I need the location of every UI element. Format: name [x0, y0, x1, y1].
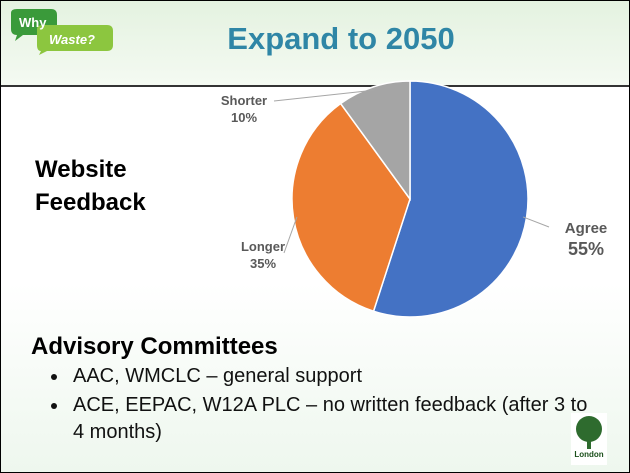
leader-line	[522, 216, 550, 228]
footer-logo-text: London	[574, 450, 603, 459]
bullet-list: AAC, WMCLC – general supportACE, EEPAC, …	[31, 363, 589, 448]
logo: Why Waste?	[11, 9, 113, 55]
tree-trunk	[587, 437, 591, 449]
slide-title: Expand to 2050	[227, 21, 455, 56]
data-label-name: Shorter	[221, 93, 267, 108]
footer-logo: London	[571, 413, 607, 465]
heading: Website Feedback	[35, 156, 146, 216]
pie-chart: Agree 55% Longer 35% Shorter 10%	[221, 80, 608, 318]
logo-text: Why	[19, 15, 47, 30]
pie-slice	[291, 102, 411, 313]
logo-text: Waste?	[49, 32, 95, 47]
data-label-name: Agree	[565, 220, 608, 237]
bullet: AAC, WMCLC – general support	[69, 363, 589, 390]
bubble	[37, 25, 113, 55]
section-title: Advisory Committees	[31, 333, 278, 360]
data-label-name: Longer	[241, 239, 285, 254]
data-label-value: 10%	[231, 110, 257, 125]
pie-slice	[339, 80, 411, 202]
leader-line	[273, 89, 375, 102]
tree-crown	[576, 416, 602, 442]
data-label-value: 35%	[250, 256, 276, 271]
data-label-value: 55%	[568, 239, 604, 259]
leader-line	[283, 216, 298, 254]
bullet: ACE, EEPAC, W12A PLC – no written feedba…	[69, 392, 589, 446]
pie-slice	[372, 80, 529, 318]
